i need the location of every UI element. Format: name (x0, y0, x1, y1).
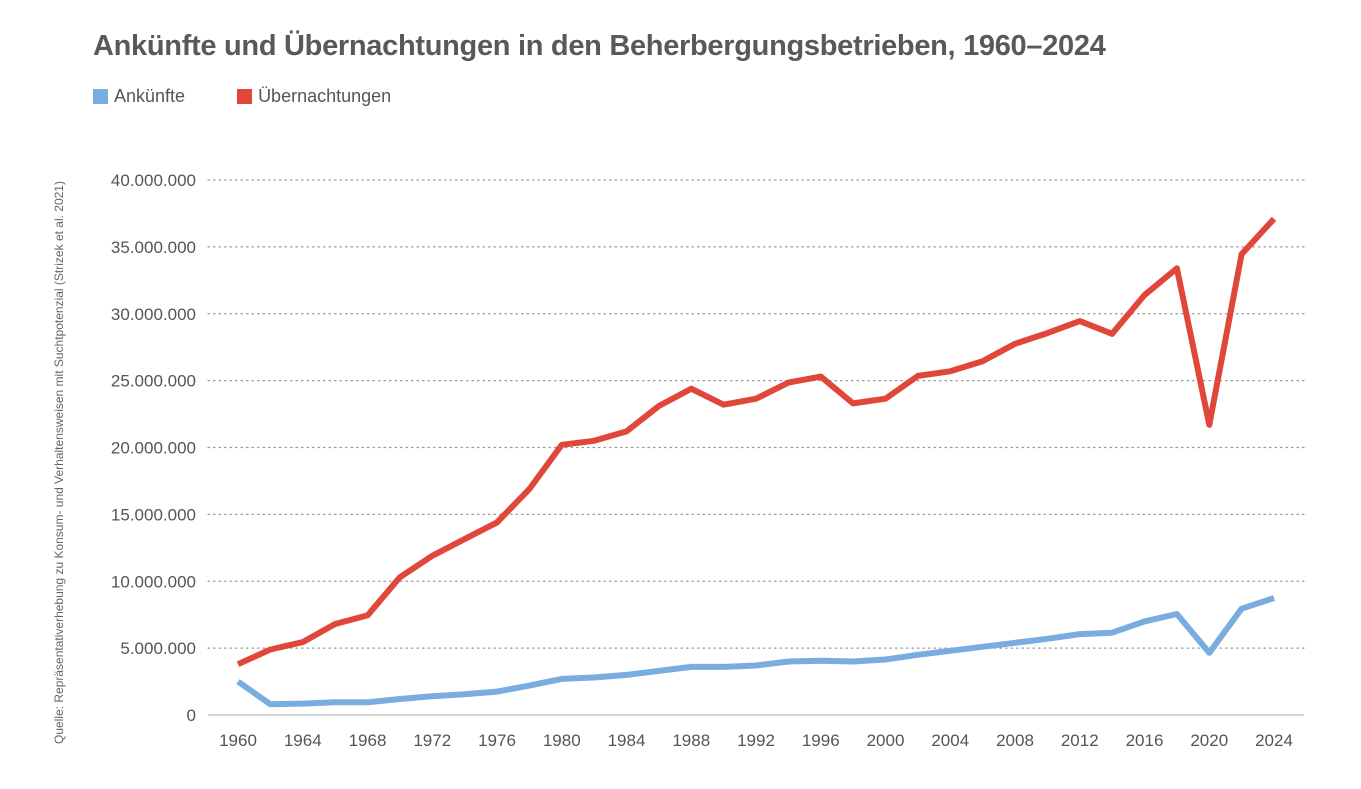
legend-swatch-ankuenfte (93, 89, 108, 104)
x-tick-label: 1964 (284, 731, 322, 750)
legend-swatch-uebernachtungen (237, 89, 253, 104)
x-tick-label: 1976 (478, 731, 516, 750)
x-tick-label: 1996 (802, 731, 840, 750)
x-tick-label: 2000 (867, 731, 905, 750)
y-tick-label: 5.000.000 (120, 639, 196, 658)
x-tick-label: 1988 (672, 731, 710, 750)
y-tick-label: 30.000.000 (111, 305, 196, 324)
x-tick-label: 2020 (1190, 731, 1228, 750)
legend-item-uebernachtungen: Übernachtungen (237, 86, 391, 107)
x-tick-label: 2024 (1255, 731, 1293, 750)
x-tick-label: 1992 (737, 731, 775, 750)
y-tick-label: 25.000.000 (111, 372, 196, 391)
x-tick-label: 2016 (1126, 731, 1164, 750)
legend-item-ankuenfte: Ankünfte (93, 86, 185, 107)
legend: Ankünfte Übernachtungen (93, 86, 443, 107)
x-tick-label: 2004 (931, 731, 969, 750)
y-tick-label: 10.000.000 (111, 572, 196, 591)
y-tick-label: 0 (187, 706, 196, 725)
y-tick-label: 40.000.000 (111, 171, 196, 190)
legend-label-ankuenfte: Ankünfte (114, 86, 186, 106)
x-tick-label: 1960 (219, 731, 257, 750)
y-tick-label: 35.000.000 (111, 238, 196, 257)
series-line-uebernachtungen (236, 216, 1277, 667)
x-tick-label: 1980 (543, 731, 581, 750)
chart-title: Ankünfte und Übernachtungen in den Beher… (93, 30, 1106, 62)
x-tick-label: 2012 (1061, 731, 1099, 750)
x-tick-label: 1984 (608, 731, 646, 750)
x-tick-label: 2008 (996, 731, 1034, 750)
y-tick-label: 15.000.000 (111, 505, 196, 524)
legend-label-uebernachtungen: Übernachtungen (258, 86, 392, 106)
x-tick-label: 1968 (349, 731, 387, 750)
x-tick-label: 1972 (413, 731, 451, 750)
y-tick-label: 20.000.000 (111, 439, 196, 458)
series-line-ankuenfte (236, 595, 1275, 708)
